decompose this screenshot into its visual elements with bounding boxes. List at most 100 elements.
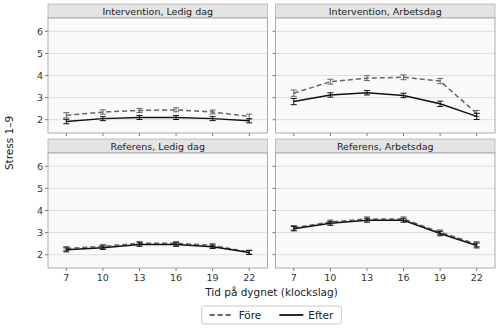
- error-stem: [176, 108, 177, 112]
- y-tick-label: 5: [37, 183, 43, 194]
- error-cap: [246, 250, 252, 251]
- plot-frame: [276, 153, 496, 268]
- error-cap: [136, 115, 142, 116]
- error-cap: [474, 113, 480, 114]
- error-stem: [366, 91, 367, 95]
- error-cap: [210, 245, 216, 246]
- error-cap: [291, 90, 297, 91]
- legend-label: Före: [239, 309, 262, 321]
- error-stem: [66, 248, 67, 252]
- grid-line: [276, 97, 496, 98]
- error-cap: [437, 235, 443, 236]
- error-cap: [136, 108, 142, 109]
- error-stem: [66, 119, 67, 123]
- series-line: [294, 77, 477, 113]
- error-bar: [63, 119, 69, 123]
- x-tick: [66, 133, 67, 136]
- error-cap: [437, 231, 443, 232]
- error-cap: [327, 92, 333, 93]
- error-cap: [474, 110, 480, 111]
- error-stem: [330, 221, 331, 225]
- error-stem: [440, 101, 441, 106]
- plot-frame: [48, 18, 268, 133]
- error-stem: [66, 113, 67, 118]
- error-cap: [474, 247, 480, 248]
- grid-line: [48, 53, 268, 54]
- error-cap: [364, 222, 370, 223]
- x-tick: [139, 133, 140, 136]
- y-tick-label: 2: [37, 114, 43, 125]
- x-tick: [176, 133, 177, 136]
- error-cap: [136, 246, 142, 247]
- y-tick-label: 6: [37, 161, 43, 172]
- error-stem: [440, 231, 441, 235]
- error-stem: [176, 243, 177, 247]
- y-tick: [45, 97, 48, 98]
- error-cap: [474, 241, 480, 242]
- error-cap: [136, 119, 142, 120]
- y-tick-label: 5: [37, 48, 43, 59]
- x-tick: [440, 268, 441, 271]
- error-bar: [291, 226, 297, 230]
- error-cap: [401, 97, 407, 98]
- error-bar: [327, 79, 333, 84]
- error-stem: [366, 76, 367, 81]
- x-tick: [176, 268, 177, 271]
- error-bar: [173, 243, 179, 247]
- error-cap: [173, 246, 179, 247]
- grid-line: [276, 210, 496, 211]
- error-stem: [440, 78, 441, 83]
- data-layer: [291, 75, 480, 120]
- panel-title-bg: [48, 139, 268, 153]
- y-tick-label: 3: [37, 92, 43, 103]
- y-axis-label: Stress 1–9: [3, 116, 15, 170]
- error-bar: [210, 117, 216, 121]
- y-tick: [45, 75, 48, 76]
- error-cap: [437, 106, 443, 107]
- error-bar: [173, 116, 179, 120]
- error-bar: [173, 108, 179, 112]
- grid-line: [48, 254, 268, 255]
- series-line: [66, 245, 249, 253]
- x-tick: [293, 268, 294, 271]
- error-bar: [327, 93, 333, 97]
- grid-line: [48, 166, 268, 167]
- error-cap: [327, 84, 333, 85]
- error-cap: [291, 104, 297, 105]
- x-tick-label: 16: [397, 272, 409, 283]
- error-cap: [437, 83, 443, 84]
- error-cap: [327, 97, 333, 98]
- error-cap: [63, 117, 69, 118]
- panel-title-bg: [276, 4, 496, 18]
- grid-line: [48, 232, 268, 233]
- chart-root: Intervention, Ledig dag23456Intervention…: [0, 0, 503, 328]
- error-cap: [173, 119, 179, 120]
- error-cap: [401, 79, 407, 80]
- panel: Intervention, Ledig dag23456: [37, 4, 268, 136]
- error-cap: [100, 245, 106, 246]
- error-bar: [136, 116, 142, 120]
- error-cap: [327, 220, 333, 221]
- x-tick-label: 7: [63, 272, 69, 283]
- error-cap: [210, 110, 216, 111]
- series-line: [294, 220, 477, 245]
- y-tick: [273, 166, 276, 167]
- x-tick: [476, 268, 477, 271]
- x-tick: [66, 268, 67, 271]
- error-cap: [173, 115, 179, 116]
- error-bar: [291, 90, 297, 96]
- error-cap: [246, 250, 252, 251]
- error-cap: [327, 225, 333, 226]
- error-cap: [173, 242, 179, 243]
- grid-line: [48, 75, 268, 76]
- error-cap: [63, 123, 69, 124]
- error-stem: [249, 114, 250, 118]
- error-bar: [246, 251, 252, 255]
- error-bar: [136, 243, 142, 247]
- x-tick-label: 10: [324, 272, 336, 283]
- error-stem: [102, 117, 103, 121]
- panel: Intervention, Arbetsdag: [273, 4, 496, 136]
- plot-bg: [48, 153, 268, 268]
- grid-line: [48, 31, 268, 32]
- error-bar: [364, 218, 370, 222]
